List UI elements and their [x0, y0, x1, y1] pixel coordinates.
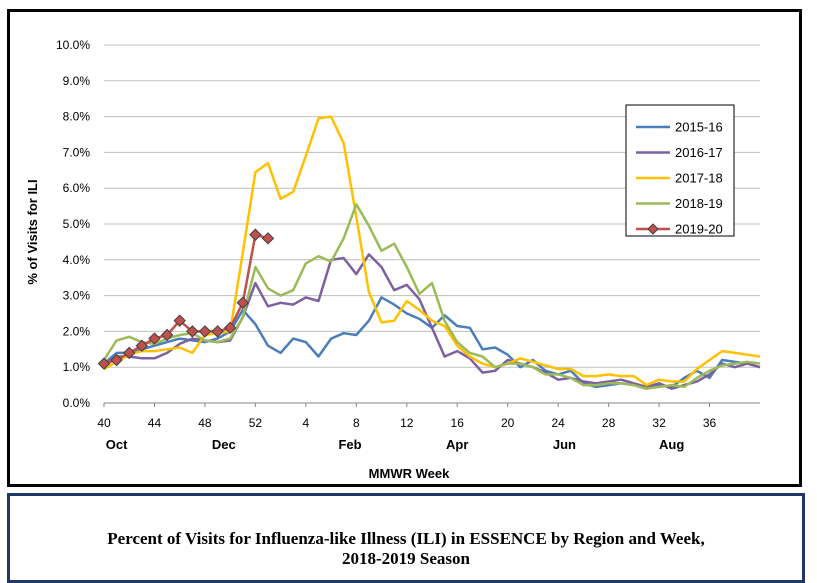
- data-point-2019-20: [160, 328, 174, 342]
- x-tick-label: 32: [652, 416, 666, 430]
- month-label: Aug: [659, 437, 684, 452]
- x-tick-label: 16: [451, 416, 465, 430]
- month-label: Apr: [446, 437, 468, 452]
- y-tick-label: 9.0%: [63, 74, 91, 88]
- x-axis-ticks: 40 44 48 52 4 8 12 16 20 24 28 32 36: [97, 403, 717, 430]
- series-layer: [97, 115, 761, 390]
- legend: 2015-16 2016-17 2017-18 2018-19 2019-20: [625, 104, 735, 237]
- data-point-2019-20: [123, 346, 136, 360]
- y-tick-label: 5.0%: [63, 217, 91, 231]
- legend-label: 2019-20: [675, 222, 723, 237]
- legend-label: 2015-16: [675, 120, 723, 135]
- data-point-2019-20: [236, 296, 249, 309]
- month-label: Jun: [553, 437, 576, 452]
- data-point-2019-20: [110, 353, 123, 367]
- data-point-2019-20: [223, 321, 237, 335]
- caption: Percent of Visits for Influenza-like Ill…: [10, 529, 802, 569]
- month-label: Dec: [212, 437, 236, 452]
- ili-line-chart: 0.0% 1.0% 2.0% 3.0% 4.0% 5.0% 6.0% 7.0% 8.0% 9.0%…: [25, 38, 761, 481]
- y-tick-label: 2.0%: [63, 324, 91, 338]
- y-tick-label: 8.0%: [63, 110, 91, 124]
- x-tick-label: 52: [249, 416, 263, 430]
- y-tick-label: 3.0%: [63, 289, 91, 303]
- x-tick-label: 8: [353, 416, 360, 430]
- y-tick-label: 7.0%: [63, 145, 91, 159]
- data-point-2019-20: [211, 325, 224, 338]
- month-label: Oct: [106, 437, 128, 452]
- data-point-2019-20: [249, 228, 262, 241]
- x-tick-label: 4: [303, 416, 310, 430]
- legend-marker: [647, 223, 659, 235]
- series-line-2017-18: [103, 115, 761, 387]
- data-point-2019-20: [261, 232, 275, 245]
- caption-box: Percent of Visits for Influenza-like Ill…: [7, 493, 805, 583]
- caption-line-1: Percent of Visits for Influenza-like Ill…: [107, 529, 705, 548]
- x-tick-label: 28: [602, 416, 616, 430]
- chart-frame: 0.0% 1.0% 2.0% 3.0% 4.0% 5.0% 6.0% 7.0% 8.0% 9.0%…: [7, 9, 802, 487]
- x-tick-label: 24: [551, 416, 565, 430]
- data-point-2019-20: [173, 314, 186, 327]
- x-tick-label: 44: [148, 416, 162, 430]
- month-label: Feb: [338, 437, 361, 452]
- x-axis-label: MMWR Week: [369, 466, 450, 481]
- series-line-2015-16: [103, 296, 761, 390]
- y-tick-label: 4.0%: [63, 253, 91, 267]
- legend-label: 2018-19: [675, 196, 723, 211]
- data-point-2019-20: [198, 325, 212, 338]
- y-tick-label: 0.0%: [63, 396, 91, 410]
- x-tick-label: 48: [198, 416, 212, 430]
- y-tick-label: 1.0%: [63, 360, 91, 374]
- series-line-2018-19: [102, 203, 761, 390]
- legend-label: 2016-17: [675, 145, 723, 160]
- x-tick-label: 40: [97, 416, 111, 430]
- data-point-2019-20: [135, 339, 149, 352]
- x-tick-label: 12: [400, 416, 414, 430]
- caption-line-2: 2018-2019 Season: [342, 549, 470, 568]
- y-tick-label: 6.0%: [63, 181, 91, 195]
- x-tick-label: 20: [501, 416, 515, 430]
- y-axis-label: % of Visits for ILI: [25, 179, 40, 284]
- data-point-2019-20: [186, 325, 199, 338]
- data-point-2019-20: [148, 332, 161, 345]
- data-point-2019-20: [97, 357, 111, 370]
- legend-label: 2017-18: [675, 171, 723, 186]
- month-labels: Oct Dec Feb Apr Jun Aug: [106, 437, 685, 452]
- y-axis-ticks: 0.0% 1.0% 2.0% 3.0% 4.0% 5.0% 6.0% 7.0% 8.0% 9.0%…: [56, 38, 90, 410]
- y-tick-label: 10.0%: [56, 38, 90, 52]
- x-tick-label: 36: [703, 416, 717, 430]
